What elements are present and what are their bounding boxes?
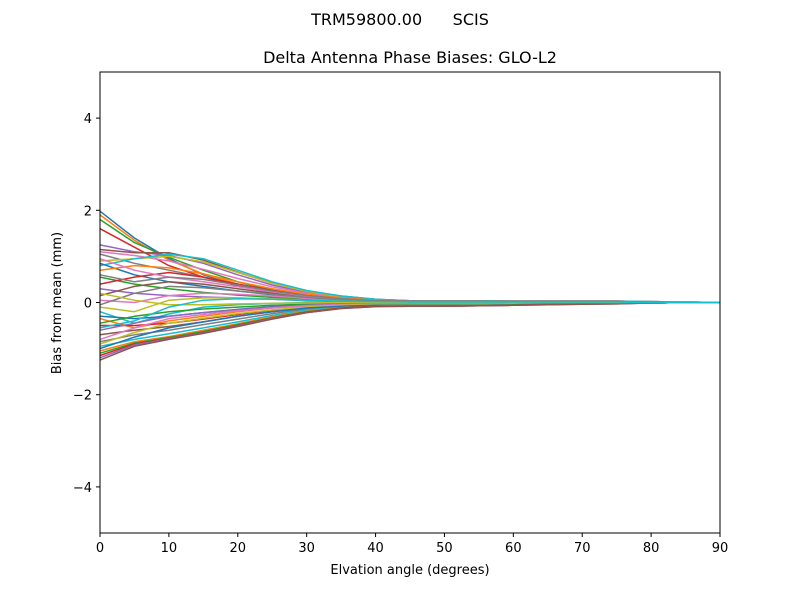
x-tick-label: 20 (230, 541, 247, 556)
x-tick-label: 30 (298, 541, 315, 556)
x-tick-label: 60 (505, 541, 522, 556)
figure-suptitle: TRM59800.00 SCIS (311, 10, 489, 29)
series-line (99, 251, 721, 304)
x-tick-label: 80 (643, 541, 660, 556)
y-axis-label: Bias from mean (mm) (50, 232, 65, 374)
y-tick-label: 4 (84, 112, 92, 127)
y-axis-ticks: −4 −2 0 2 4 (73, 112, 100, 496)
x-tick-label: 0 (96, 541, 104, 556)
y-tick-label: 0 (84, 297, 92, 312)
y-tick-label: 2 (84, 204, 92, 219)
x-tick-label: 40 (367, 541, 384, 556)
x-tick-label: 50 (436, 541, 453, 556)
x-tick-label: 10 (161, 541, 178, 556)
x-tick-label: 70 (574, 541, 591, 556)
series-line (99, 298, 720, 329)
x-axis-ticks: 0 10 20 30 40 50 60 70 80 90 (96, 533, 728, 556)
x-axis-label: Elvation angle (degrees) (330, 563, 489, 578)
series-lines (99, 210, 721, 361)
y-tick-label: −2 (73, 389, 92, 404)
x-tick-label: 90 (712, 541, 729, 556)
chart-title: Delta Antenna Phase Biases: GLO-L2 (263, 48, 557, 67)
series-line (99, 301, 720, 361)
series-line (99, 214, 720, 304)
y-tick-label: −4 (73, 481, 92, 496)
